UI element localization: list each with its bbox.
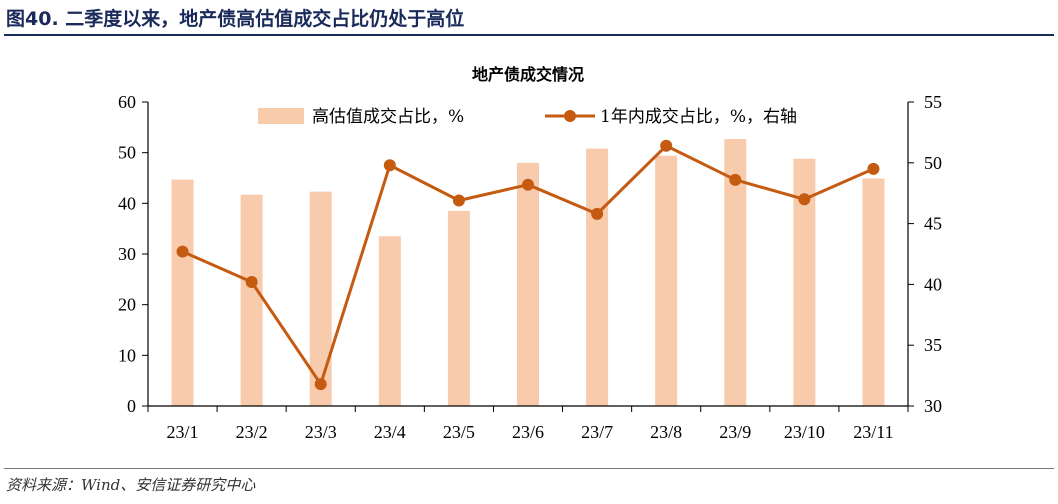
line-point-23/3 bbox=[314, 378, 327, 391]
right-tick-label: 40 bbox=[924, 274, 942, 294]
x-tick-label: 23/6 bbox=[512, 422, 544, 442]
bar-23/11 bbox=[862, 178, 885, 406]
legend: 高估值成交占比，% 1年内成交占比，%，右轴 bbox=[258, 107, 797, 127]
source-rule bbox=[4, 468, 1054, 469]
left-tick-label: 20 bbox=[118, 295, 136, 315]
x-tick-label: 23/11 bbox=[853, 422, 893, 442]
bar-23/9 bbox=[724, 138, 747, 406]
x-tick-label: 23/7 bbox=[581, 422, 613, 442]
x-tick-label: 23/4 bbox=[374, 422, 406, 442]
x-tick-label: 23/1 bbox=[167, 422, 199, 442]
x-tick-label: 23/5 bbox=[443, 422, 475, 442]
legend-bar-swatch bbox=[258, 108, 304, 124]
figure-title: 图40. 二季度以来，地产债高估值成交占比仍处于高位 bbox=[6, 8, 465, 30]
x-tick-label: 23/8 bbox=[650, 422, 682, 442]
chart-title: 地产债成交情况 bbox=[472, 65, 584, 84]
line-point-23/9 bbox=[729, 173, 742, 186]
left-tick-label: 0 bbox=[127, 396, 136, 416]
legend-bar-label: 高估值成交占比，% bbox=[312, 107, 464, 127]
legend-line-label: 1年内成交占比，%，右轴 bbox=[600, 107, 797, 127]
bar-23/10 bbox=[793, 158, 816, 406]
legend-line-marker bbox=[564, 110, 576, 122]
bar-23/2 bbox=[240, 194, 263, 406]
bar-23/8 bbox=[655, 155, 678, 406]
right-tick-label: 35 bbox=[924, 335, 942, 355]
bar-23/1 bbox=[171, 179, 194, 406]
left-tick-label: 10 bbox=[118, 345, 136, 365]
x-tick-label: 23/10 bbox=[784, 422, 825, 442]
line-point-23/10 bbox=[798, 193, 811, 206]
line-point-23/2 bbox=[245, 275, 258, 288]
axes: 0 10 20 30 40 50 60 30 35 40 45 50 55 23/1 23/2 23/3 23/… bbox=[118, 92, 942, 442]
line-point-23/8 bbox=[660, 139, 673, 152]
line-point-23/1 bbox=[176, 245, 189, 258]
x-tick-label: 23/3 bbox=[305, 422, 337, 442]
bar-23/5 bbox=[447, 210, 470, 406]
chart: 地产债成交情况 0 10 20 30 40 50 60 30 35 40 45 50 55 23/1 23/… bbox=[118, 65, 942, 442]
right-tick-label: 50 bbox=[924, 153, 942, 173]
x-tick-label: 23/2 bbox=[236, 422, 268, 442]
line-point-23/4 bbox=[383, 159, 396, 172]
line-point-23/5 bbox=[452, 194, 465, 207]
left-tick-label: 50 bbox=[118, 143, 136, 163]
title-rule bbox=[4, 34, 1054, 36]
x-tick-label: 23/9 bbox=[719, 422, 751, 442]
bar-23/7 bbox=[586, 148, 609, 406]
left-tick-label: 60 bbox=[118, 92, 136, 112]
right-tick-label: 30 bbox=[924, 396, 942, 416]
line-point-23/11 bbox=[867, 162, 880, 175]
right-tick-label: 55 bbox=[924, 92, 942, 112]
line-series bbox=[176, 139, 880, 391]
bar-23/6 bbox=[517, 162, 539, 406]
source-note: 资料来源：Wind、安信证券研究中心 bbox=[6, 476, 256, 494]
right-tick-label: 45 bbox=[924, 214, 942, 234]
line-point-23/7 bbox=[591, 207, 604, 220]
bar-23/3 bbox=[309, 191, 332, 406]
bar-23/4 bbox=[378, 236, 401, 406]
line-point-23/6 bbox=[522, 178, 534, 191]
left-tick-label: 40 bbox=[118, 193, 136, 213]
left-tick-label: 30 bbox=[118, 244, 136, 264]
